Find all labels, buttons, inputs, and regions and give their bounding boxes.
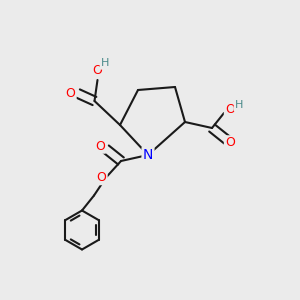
Text: O: O bbox=[225, 103, 235, 116]
Text: O: O bbox=[95, 140, 105, 152]
Text: O: O bbox=[93, 64, 102, 77]
Text: H: H bbox=[101, 58, 109, 68]
Text: O: O bbox=[225, 136, 235, 149]
Text: N: N bbox=[143, 148, 153, 162]
Text: O: O bbox=[97, 171, 106, 184]
Text: H: H bbox=[235, 100, 243, 110]
Text: O: O bbox=[66, 87, 75, 100]
